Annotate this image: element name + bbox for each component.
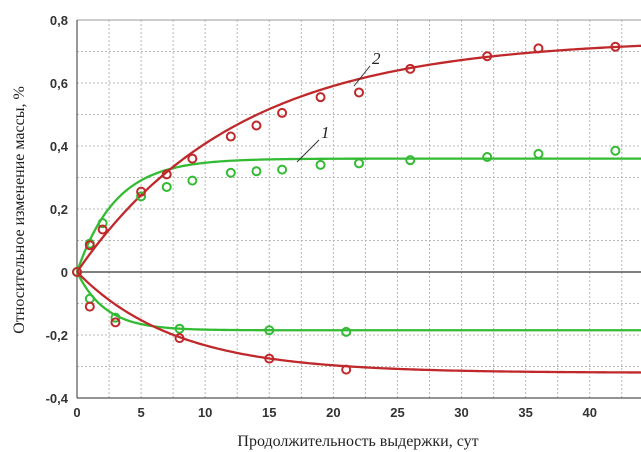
data-point-series-2 <box>533 43 544 54</box>
x-ticks: 0 5 10 15 20 25 30 35 40 <box>73 405 597 420</box>
curve-label-2: 2 <box>372 49 381 68</box>
data-point-series-1 <box>187 175 198 186</box>
data-point-series-1 <box>97 218 108 229</box>
data-points <box>72 41 621 375</box>
data-point-series-4 <box>110 317 121 328</box>
data-point-series-1 <box>610 145 621 156</box>
data-point-series-1 <box>277 164 288 175</box>
y-tick-label: 0,8 <box>50 13 68 28</box>
curve-label-1: 1 <box>321 123 330 142</box>
y-tick-label: 0,2 <box>50 202 68 217</box>
data-point-series-2 <box>161 169 172 180</box>
x-tick-label: 30 <box>454 405 468 420</box>
fit-curve-4 <box>76 271 641 374</box>
curve-label-leader <box>353 65 371 87</box>
data-point-series-3 <box>110 312 121 323</box>
data-point-series-4 <box>174 333 185 344</box>
data-point-series-2 <box>315 92 326 103</box>
data-point-series-1 <box>315 159 326 170</box>
data-point-series-1 <box>482 152 493 163</box>
data-point-series-4 <box>264 353 275 364</box>
y-tick-label: 0,4 <box>50 139 69 154</box>
data-point-series-2 <box>405 63 416 74</box>
x-tick-label: 10 <box>198 405 212 420</box>
data-point-series-2 <box>97 224 108 235</box>
data-point-series-2 <box>72 267 82 277</box>
data-point-series-1 <box>354 158 364 169</box>
data-point-series-1 <box>251 166 262 177</box>
y-tick-label: 0,6 <box>50 76 68 91</box>
data-point-series-2 <box>277 107 288 118</box>
data-point-series-1 <box>533 148 544 159</box>
x-tick-label: 15 <box>262 405 276 420</box>
data-point-series-2 <box>354 87 364 98</box>
data-point-series-3 <box>341 326 352 337</box>
curve-labels: 12 <box>296 49 381 163</box>
y-tick-label: -0,2 <box>46 328 68 343</box>
data-point-series-4 <box>84 301 95 312</box>
y-tick-label: -0,4 <box>46 391 69 406</box>
data-point-series-2 <box>136 186 147 197</box>
data-point-series-3 <box>174 323 185 334</box>
y-ticks: -0,4 -0,2 0 0,2 0,4 0,6 0,8 <box>46 13 69 406</box>
data-point-series-1 <box>136 191 147 202</box>
x-tick-label: 5 <box>137 405 144 420</box>
x-axis-title: Продолжительность выдержки, сут <box>237 433 478 450</box>
x-tick-label: 40 <box>582 405 596 420</box>
x-tick-label: 0 <box>73 405 80 420</box>
data-point-series-4 <box>341 364 352 375</box>
x-tick-label: 20 <box>326 405 340 420</box>
data-point-series-1 <box>405 155 416 166</box>
data-point-series-1 <box>225 167 236 178</box>
data-point-series-2 <box>251 120 262 131</box>
data-point-series-2 <box>187 153 198 164</box>
curve-label-leader <box>296 139 320 163</box>
data-point-series-3 <box>264 325 275 336</box>
x-tick-label: 25 <box>390 405 404 420</box>
data-point-series-2 <box>225 131 236 142</box>
y-tick-label: 0 <box>61 265 68 280</box>
fit-curve-3 <box>75 271 641 332</box>
y-axis-title: Относительное изменение массы, % <box>11 86 28 334</box>
data-point-series-2 <box>84 240 95 251</box>
data-point-series-1 <box>161 181 172 192</box>
data-point-series-2 <box>482 51 493 62</box>
x-tick-label: 35 <box>518 405 532 420</box>
data-point-series-2 <box>610 41 621 52</box>
